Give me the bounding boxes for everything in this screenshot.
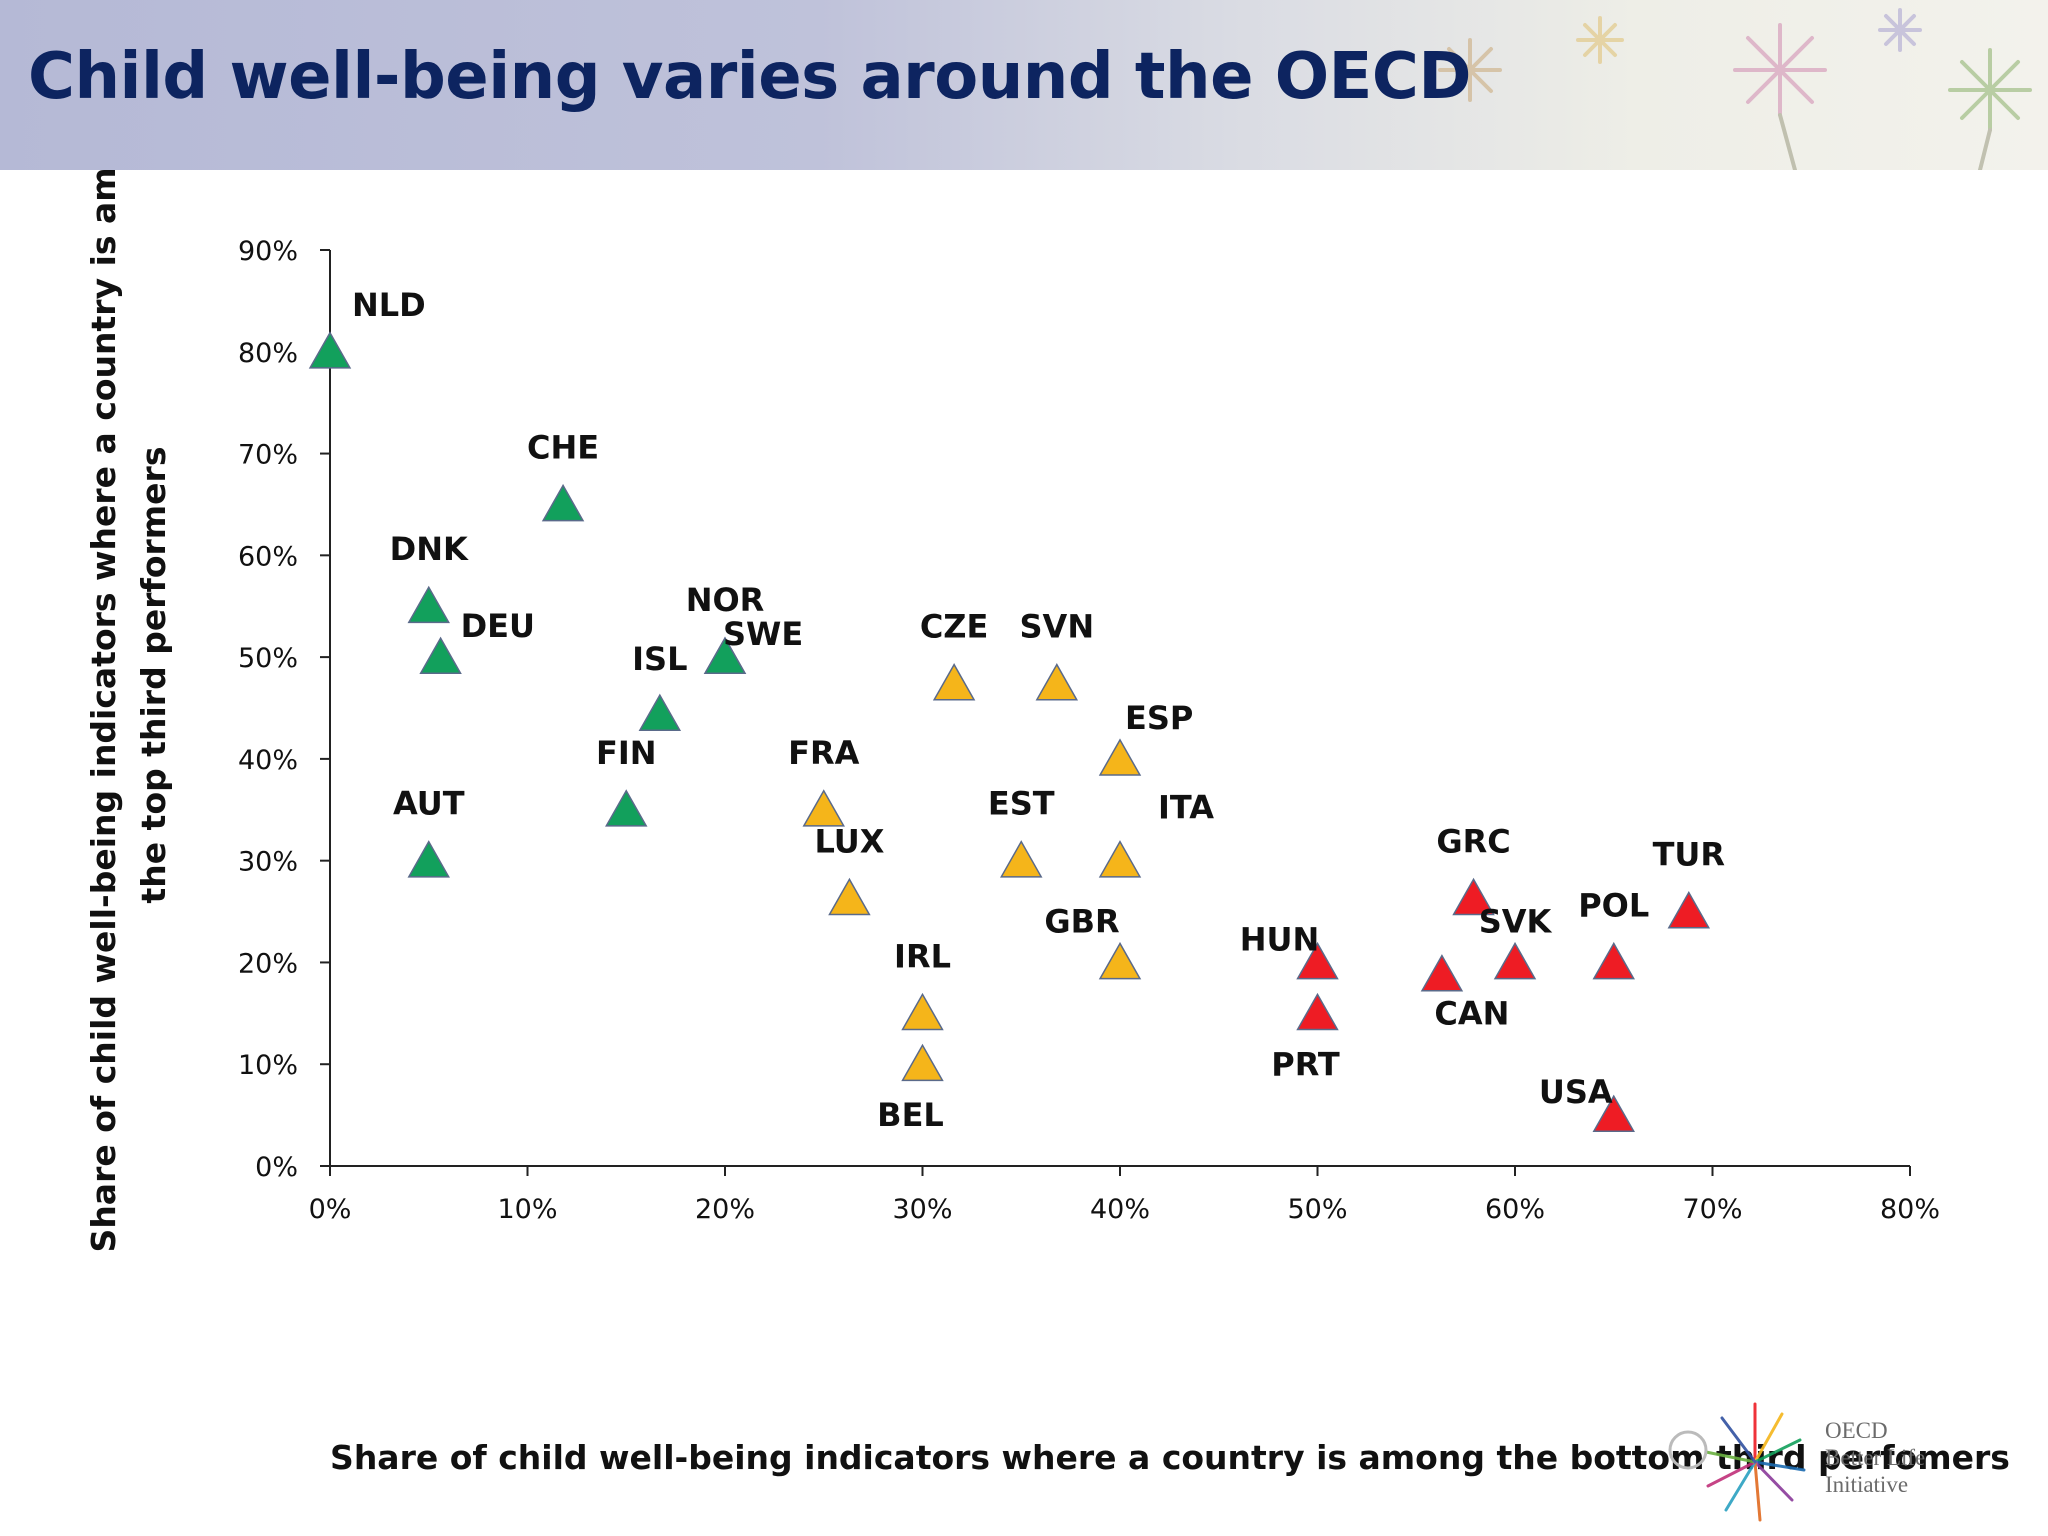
x-tick-label: 80% <box>1880 1194 1940 1225</box>
scatter-chart: Share of child well-being indicators whe… <box>84 170 2010 1477</box>
point-che <box>541 483 585 522</box>
tick-labels: 0% 10% 20% 30% 40% 50% 60% 70% 80% 0% 10% 20% 30% 40%… <box>238 236 1940 1225</box>
label-isl: ISL <box>632 640 687 678</box>
label-swe: SWE <box>723 615 803 653</box>
x-tick-label: 30% <box>892 1194 952 1225</box>
point-bel <box>901 1043 944 1082</box>
point-prt <box>1296 992 1339 1031</box>
title-banner: Child well-being varies around the OECD <box>0 0 2048 170</box>
label-bel: BEL <box>877 1096 944 1134</box>
logo-line-2: Better Life <box>1825 1445 1925 1470</box>
label-prt: PRT <box>1271 1045 1340 1083</box>
point-fin <box>605 789 648 827</box>
label-fra: FRA <box>788 734 860 772</box>
point-can <box>1420 954 1464 992</box>
flower-decoration <box>1438 8 2032 170</box>
oecd-better-life-logo: OECD Better Life Initiative <box>1668 1402 1925 1522</box>
point-gbr <box>1098 941 1142 980</box>
point-hun <box>1296 941 1339 980</box>
y-tick-label: 40% <box>238 745 298 776</box>
point-aut <box>407 840 450 878</box>
starburst-icon <box>1704 1402 1806 1522</box>
label-usa: USA <box>1539 1073 1613 1111</box>
chart-axes <box>320 249 1911 1176</box>
point-pol <box>1592 941 1635 980</box>
y-tick-label: 60% <box>238 541 298 572</box>
label-svk: SVK <box>1479 902 1553 940</box>
point-isl <box>638 693 682 732</box>
point-grc <box>1452 877 1495 916</box>
x-tick-label: 0% <box>309 1194 352 1225</box>
point-tur <box>1667 891 1711 929</box>
label-tur: TUR <box>1653 836 1725 874</box>
label-deu: DEU <box>461 607 535 645</box>
point-irl <box>901 992 944 1031</box>
y-tick-label: 70% <box>238 440 298 471</box>
point-fra <box>802 789 845 827</box>
label-pol: POL <box>1578 886 1649 924</box>
point-usa <box>1592 1094 1635 1133</box>
label-dnk: DNK <box>390 530 469 568</box>
point-est <box>1000 840 1043 878</box>
y-axis-label-line: Share of child well-being indicators whe… <box>84 170 123 1252</box>
label-lux: LUX <box>814 822 884 860</box>
x-tick-label: 40% <box>1090 1194 1150 1225</box>
label-aut: AUT <box>393 785 465 823</box>
label-hun: HUN <box>1240 920 1320 958</box>
point-cze <box>932 663 976 701</box>
point-nld <box>308 331 352 369</box>
label-fin: FIN <box>596 734 657 772</box>
label-can: CAN <box>1434 995 1509 1033</box>
point-dnk <box>407 585 450 624</box>
y-tick-label: 20% <box>238 948 298 979</box>
label-est: EST <box>988 785 1055 823</box>
y-axis-label-line: the top third performers <box>134 447 173 904</box>
logo-line-1: OECD <box>1825 1418 1888 1443</box>
label-nld: NLD <box>352 286 426 324</box>
y-tick-label: 30% <box>238 847 298 878</box>
point-svn <box>1035 663 1079 701</box>
point-ita <box>1098 840 1142 878</box>
x-tick-label: 20% <box>695 1194 755 1225</box>
label-esp: ESP <box>1125 699 1193 737</box>
x-tick-label: 10% <box>497 1194 557 1225</box>
point-deu <box>419 636 462 675</box>
y-tick-label: 50% <box>238 643 298 674</box>
data-points <box>308 331 1711 1133</box>
y-tick-label: 10% <box>238 1050 298 1081</box>
label-irl: IRL <box>894 937 951 975</box>
label-nor: NOR <box>686 581 765 619</box>
label-che: CHE <box>527 428 599 466</box>
label-ita: ITA <box>1158 789 1214 827</box>
oecd-globe-icon <box>1668 1430 1708 1470</box>
label-cze: CZE <box>920 608 989 646</box>
y-tick-label: 0% <box>255 1152 298 1183</box>
label-svn: SVN <box>1020 608 1095 646</box>
x-tick-label: 50% <box>1287 1194 1347 1225</box>
point-lux <box>828 877 871 916</box>
label-gbr: GBR <box>1044 902 1119 940</box>
point-swe <box>703 636 747 675</box>
y-tick-label: 80% <box>238 338 298 369</box>
x-tick-label: 70% <box>1682 1194 1742 1225</box>
point-svk <box>1493 941 1537 980</box>
y-tick-label: 90% <box>238 236 298 267</box>
label-grc: GRC <box>1436 822 1510 860</box>
logo-line-3: Initiative <box>1825 1472 1908 1497</box>
y-axis-label: Share of child well-being indicators whe… <box>84 170 173 1252</box>
page-title: Child well-being varies around the OECD <box>28 40 1471 114</box>
point-esp <box>1098 738 1142 776</box>
x-tick-label: 60% <box>1485 1194 1545 1225</box>
